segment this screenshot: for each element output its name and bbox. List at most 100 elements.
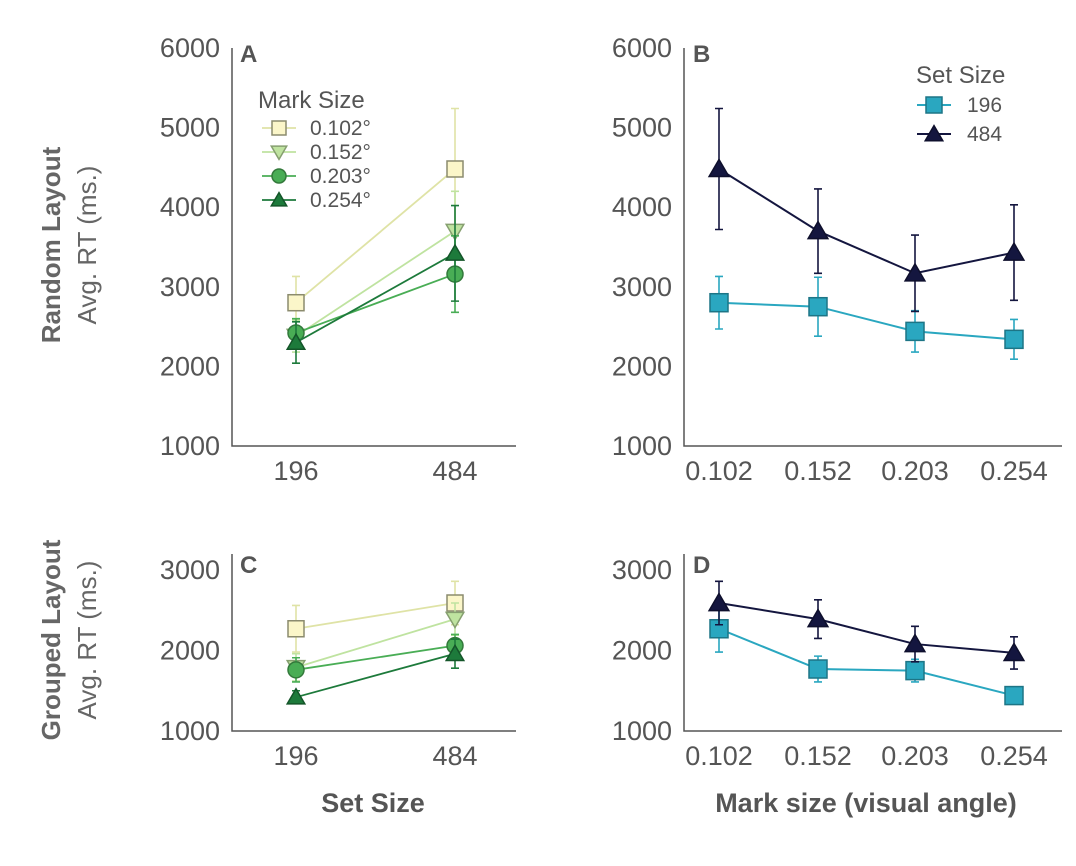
data-point xyxy=(285,687,307,705)
x-title-mark-size: Mark size (visual angle) xyxy=(715,788,1017,818)
x-tick-label: 196 xyxy=(273,741,318,771)
panel-letter: A xyxy=(240,41,257,68)
y-tick-label: 4000 xyxy=(160,192,220,222)
data-point xyxy=(903,262,927,282)
data-point xyxy=(707,158,731,178)
series-line xyxy=(718,168,1015,275)
data-point xyxy=(287,293,305,312)
x-tick-label: 0.254 xyxy=(980,456,1048,486)
legend-label: 196 xyxy=(967,94,1002,117)
y-tick-label: 1000 xyxy=(160,431,220,461)
series-line xyxy=(718,627,1015,697)
series-0254 xyxy=(285,204,466,365)
legend-marker xyxy=(271,168,287,184)
y-tick-label: 3000 xyxy=(160,555,220,585)
y-tick-label: 3000 xyxy=(612,272,672,302)
legend-label: 484 xyxy=(967,123,1002,146)
data-point xyxy=(905,321,925,342)
row-subtitle-grouped: Avg. RT (ms.) xyxy=(72,561,102,720)
series-0102 xyxy=(287,580,464,653)
row-title-random: Random Layout xyxy=(36,146,66,343)
row-subtitle-random: Avg. RT (ms.) xyxy=(72,166,102,325)
panel-c: 1000 2000 3000 196 484 C xyxy=(160,552,516,771)
legend-title: Mark Size xyxy=(258,87,365,114)
series-line xyxy=(295,652,456,699)
y-tick-label: 6000 xyxy=(612,33,672,63)
data-point xyxy=(287,661,305,679)
axis-a xyxy=(231,48,516,447)
legend-label: 0.152° xyxy=(310,141,371,164)
series-0152 xyxy=(285,190,466,353)
x-title-set-size: Set Size xyxy=(321,788,425,818)
x-tick-label: 0.203 xyxy=(881,456,949,486)
y-tick-label: 1000 xyxy=(612,716,672,746)
series-196 xyxy=(709,604,1024,706)
x-tick-label: 196 xyxy=(273,456,318,486)
panel-a: 1000 2000 3000 4000 5000 6000 196 484 A xyxy=(160,33,516,486)
y-tick-label: 5000 xyxy=(612,113,672,143)
axis-b xyxy=(683,48,1062,447)
data-point xyxy=(444,243,466,261)
y-tick-label: 3000 xyxy=(160,272,220,302)
row-label-bottom: Grouped Layout Avg. RT (ms.) xyxy=(36,539,102,740)
series-484 xyxy=(707,107,1026,313)
data-point xyxy=(444,611,466,629)
legend-label: 0.102° xyxy=(310,117,371,140)
x-tick-label: 484 xyxy=(432,741,477,771)
axis-d xyxy=(683,554,1062,732)
series-line xyxy=(295,230,456,337)
data-point xyxy=(287,620,305,638)
legend-marker xyxy=(269,191,289,207)
x-tick-label: 484 xyxy=(432,456,477,486)
data-point xyxy=(1004,329,1024,350)
legend-marker xyxy=(271,120,287,136)
x-tick-label: 0.152 xyxy=(784,456,852,486)
data-point xyxy=(806,220,830,240)
series-line xyxy=(295,252,456,344)
panel-letter: C xyxy=(240,552,257,579)
series-line xyxy=(295,618,456,669)
series-0203 xyxy=(287,235,464,349)
legend-label: 0.254° xyxy=(310,189,371,212)
series-line xyxy=(295,168,456,304)
x-tick-label: 0.254 xyxy=(980,741,1048,771)
legend-marker xyxy=(269,145,289,161)
x-tick-label: 0.203 xyxy=(881,741,949,771)
y-tick-label: 6000 xyxy=(160,33,220,63)
data-point xyxy=(808,296,828,317)
legend-marker xyxy=(925,96,943,114)
x-tick-label: 0.102 xyxy=(685,741,753,771)
series-484 xyxy=(707,580,1026,670)
series-line xyxy=(295,273,456,334)
y-tick-label: 2000 xyxy=(612,351,672,381)
x-tick-label: 0.152 xyxy=(784,741,852,771)
data-point xyxy=(446,160,464,178)
series-0203 xyxy=(287,633,464,683)
panel-letter: B xyxy=(693,41,710,68)
legend-marker xyxy=(923,124,945,142)
panel-b: 1000 2000 3000 4000 5000 6000 0.102 0.152 0.203 0… xyxy=(612,33,1062,486)
y-tick-label: 1000 xyxy=(160,716,220,746)
data-point xyxy=(709,292,729,313)
data-point xyxy=(806,608,830,628)
panel-d: 1000 2000 3000 0.102 0.152 0.203 0.254 D xyxy=(612,552,1062,771)
legend-set-size: Set Size 196 484 xyxy=(916,62,1005,146)
y-tick-label: 4000 xyxy=(612,192,672,222)
y-tick-label: 1000 xyxy=(612,431,672,461)
row-label-top: Random Layout Avg. RT (ms.) xyxy=(36,146,102,343)
data-point xyxy=(1004,685,1024,706)
data-point xyxy=(808,659,828,679)
legend-title: Set Size xyxy=(916,62,1005,89)
data-point xyxy=(905,660,925,681)
data-point xyxy=(1002,241,1026,261)
series-0254 xyxy=(285,638,466,705)
panel-letter: D xyxy=(693,552,710,579)
row-title-grouped: Grouped Layout xyxy=(36,539,66,740)
data-point xyxy=(1002,641,1026,662)
x-tick-label: 0.102 xyxy=(685,456,753,486)
data-point xyxy=(285,332,307,350)
series-line xyxy=(295,644,456,671)
y-tick-label: 2000 xyxy=(612,636,672,666)
series-line xyxy=(718,301,1015,341)
